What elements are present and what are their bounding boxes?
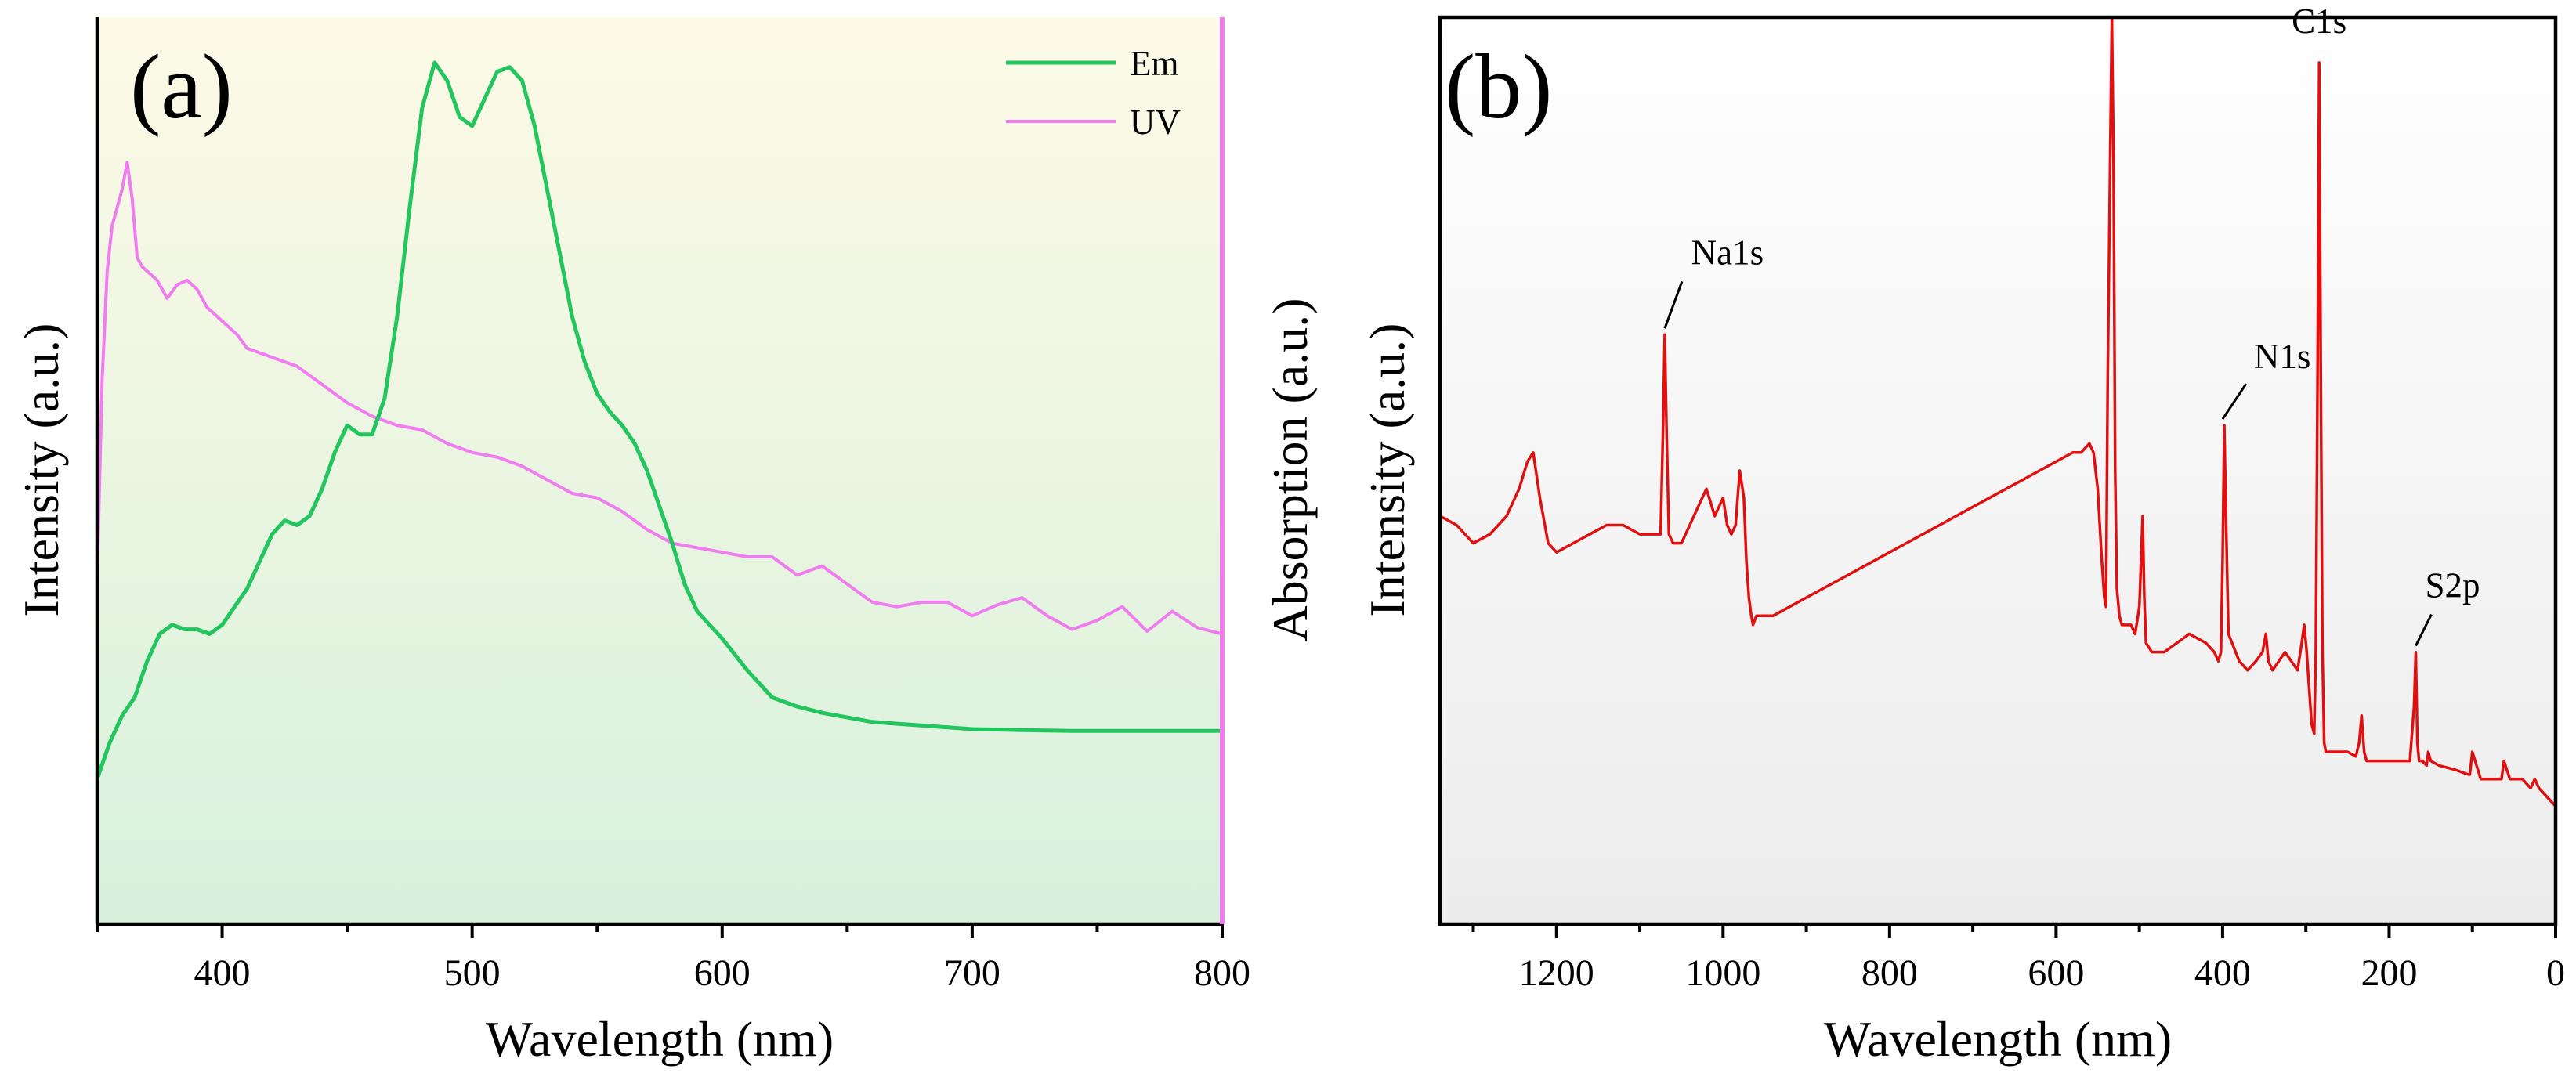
panel-b-y-axis-title: Intensity (a.u.): [1359, 323, 1415, 617]
x-tick-label: 400: [2194, 952, 2251, 994]
panel-a-x-tick-labels: 400 500 600 700 800: [194, 952, 1250, 994]
x-tick-label: 400: [194, 952, 251, 994]
panel-a-series-layer: [97, 60, 1222, 780]
x-tick-label: 1200: [1519, 952, 1594, 994]
x-tick-label: 800: [1194, 952, 1250, 994]
peak-leader-line: [2221, 383, 2248, 420]
peak-label-c1s: C1s: [2292, 2, 2346, 41]
panel-b-plot-background: [1440, 17, 2556, 924]
panel-a-y-axis-title: Intensity (a.u.): [13, 323, 69, 617]
series-em-line: [97, 60, 1222, 780]
peak-leader-line: [1663, 280, 1684, 329]
x-tick-label: 800: [1861, 952, 1918, 994]
panel-b-frame: [1438, 15, 2558, 926]
peak-label-na1s: Na1s: [1691, 233, 1764, 272]
peak-leader-line: [2415, 613, 2433, 647]
legend-em-label: Em: [1130, 44, 1179, 83]
panel-b-label: (b): [1445, 35, 1553, 138]
panel-a-right-y-axis-title: Absorption (a.u.): [1262, 298, 1318, 641]
panel-b-series-layer: [1440, 17, 2556, 807]
series-xps-line: [1440, 17, 2556, 807]
series-uv-line: [97, 161, 1222, 636]
panel-a-x-axis-title: Wavelength (nm): [486, 1011, 834, 1067]
x-tick-label: 0: [2546, 952, 2565, 994]
x-tick-label: 600: [2028, 952, 2084, 994]
legend-uv-label: UV: [1130, 103, 1181, 142]
panel-b-peak-annotations: Na1sO1sC1sN1sS2p: [1663, 2, 2480, 647]
peak-label-s2p: S2p: [2425, 566, 2480, 605]
x-tick-label: 700: [944, 952, 1000, 994]
panel-a-x-ticks: [96, 924, 1224, 938]
x-tick-label: 1000: [1685, 952, 1760, 994]
x-tick-label: 600: [694, 952, 751, 994]
panel-b-x-tick-labels: 1200 1000 800 600 400 200 0: [1519, 952, 2565, 994]
panel-a-legend: Em UV: [1006, 44, 1181, 142]
peak-label-n1s: N1s: [2254, 337, 2311, 376]
panel-a-label: (a): [130, 35, 233, 138]
panel-a: 400 500 600 700 800 (a) Em UV Wavelength (nm…: [13, 17, 1318, 1067]
panel-a-plot-background: [97, 17, 1222, 924]
panel-b-x-axis-title: Wavelength (nm): [1824, 1011, 2172, 1067]
panel-b-x-ticks: [1471, 924, 2557, 938]
x-tick-label: 200: [2361, 952, 2417, 994]
x-tick-label: 500: [444, 952, 501, 994]
